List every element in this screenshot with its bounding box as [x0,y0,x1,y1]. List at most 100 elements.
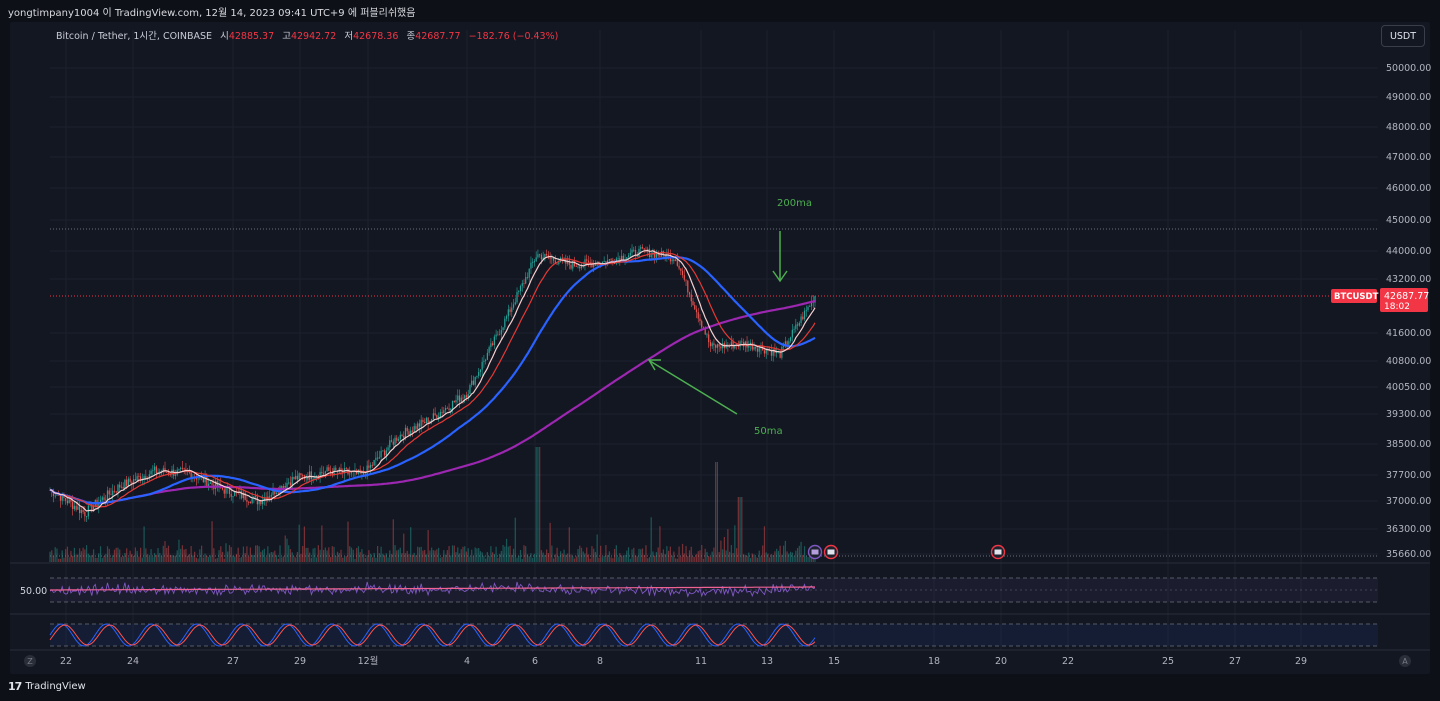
candle-body [371,464,373,466]
candle-body [654,252,656,258]
price-tick-label: 40050.00 [1386,382,1431,393]
volume-bar [305,547,307,562]
legend-high-label: 고 [282,31,291,42]
candle-body [417,423,419,430]
volume-bar [613,548,616,562]
candle-body [234,491,236,497]
volume-bar [415,555,417,562]
candle-body [204,476,206,483]
candle-body [197,478,199,480]
volume-bar [140,547,142,562]
candle-body [779,351,781,358]
candle-body [291,477,293,486]
volume-bar [746,555,748,562]
volume-bar [296,552,299,562]
candle-body [258,500,260,505]
candle-body [108,490,110,495]
volume-bar [117,547,119,562]
candle-body [575,266,577,267]
volume-bar [542,552,544,562]
volume-bar [748,552,750,562]
volume-bar [655,552,658,562]
zoom-corner-label: Z [27,657,33,666]
volume-bar [810,557,813,562]
candle-body [183,468,185,470]
volume-bar [627,547,630,562]
candle-body [431,419,433,421]
candle-body [511,307,513,312]
candle-body [190,472,192,479]
candle-body [795,324,797,329]
volume-bar [343,556,346,562]
volume-bar [481,552,483,562]
volume-bar [650,517,652,562]
volume-bar [316,557,318,562]
candle-body [518,291,520,293]
volume-bar [94,557,96,562]
candle-body [54,495,56,497]
candle-body [411,430,414,432]
tradingview-brand[interactable]: 17 TradingView [8,680,86,693]
volume-bar [166,547,168,562]
chart-panel[interactable] [10,22,1430,674]
time-tick-label: 15 [828,656,840,667]
candle-body [788,341,790,345]
volume-bar [138,556,140,562]
candle-body [457,395,459,401]
volume-bar [338,553,340,562]
candle-body [673,259,675,262]
price-tick-label: 40800.00 [1386,356,1431,367]
candle-body [376,457,379,459]
volume-bar [277,558,279,562]
price-tick-label: 37700.00 [1386,470,1431,481]
candle-body [434,413,436,416]
volume-bar [472,556,475,562]
volume-bar [350,547,353,562]
volume-bar [634,555,637,562]
candle-body [444,408,447,411]
volume-bar [770,554,773,562]
volume-bar [314,547,316,562]
candle-body [363,471,365,475]
volume-bar [54,547,56,562]
volume-bar [248,556,250,562]
volume-bar [608,551,610,562]
candle-body [58,494,60,496]
volume-bar [789,551,792,562]
candle-body [711,343,713,347]
candle-body [519,286,522,292]
volume-bar [376,545,379,562]
volume-bar [694,557,696,562]
candle-body [167,472,170,475]
volume-bar [504,546,506,562]
volume-bar [620,555,623,562]
volume-bar [387,557,389,562]
volume-bar [180,548,182,562]
candle-body [469,385,471,395]
volume-bar [699,550,701,562]
tradingview-logo-icon: 17 [8,680,22,693]
candle-body [221,487,224,490]
candle-body [769,350,771,352]
volume-bar [284,535,286,562]
volume-bar [526,554,529,562]
candle-body [124,479,126,489]
currency-button[interactable]: USDT [1381,25,1425,47]
volume-bar [783,545,785,562]
candle-body [556,263,558,265]
candle-body [289,482,292,486]
volume-bar [507,546,509,562]
candle-body [126,479,128,486]
volume-bar [742,554,745,562]
candle-body [244,492,246,500]
candle-body [783,345,785,347]
candle-body [570,264,572,269]
volume-bar [183,549,185,562]
time-tick-label: 12월 [358,655,379,667]
volume-bar [291,552,293,562]
volume-bar [127,557,130,562]
volume-bar [408,554,410,562]
candle-body [112,490,114,496]
volume-bar [99,546,102,562]
